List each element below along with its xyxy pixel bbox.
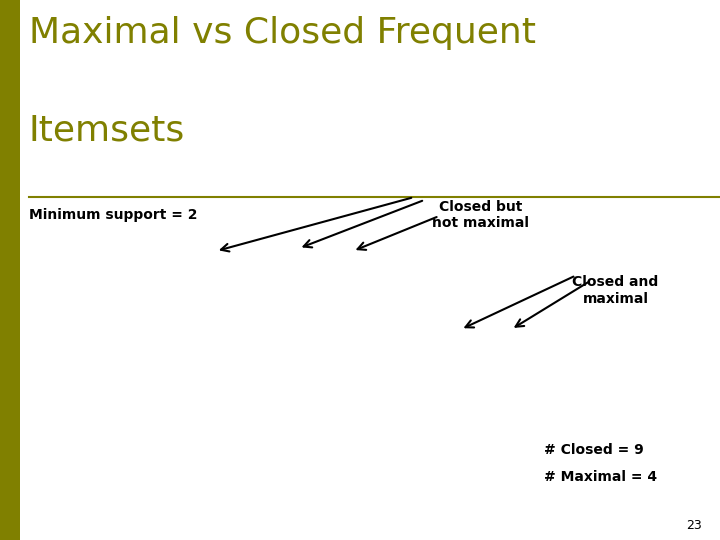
Text: Maximal vs Closed Frequent: Maximal vs Closed Frequent [29, 16, 536, 50]
Text: Minimum support = 2: Minimum support = 2 [29, 208, 197, 222]
Text: # Maximal = 4: # Maximal = 4 [544, 470, 657, 484]
Text: # Closed = 9: # Closed = 9 [544, 443, 644, 457]
Text: Itemsets: Itemsets [29, 113, 185, 147]
Text: Closed but
not maximal: Closed but not maximal [432, 200, 529, 230]
Text: Closed and
maximal: Closed and maximal [572, 275, 659, 306]
Text: 23: 23 [686, 519, 702, 532]
FancyBboxPatch shape [0, 0, 20, 540]
